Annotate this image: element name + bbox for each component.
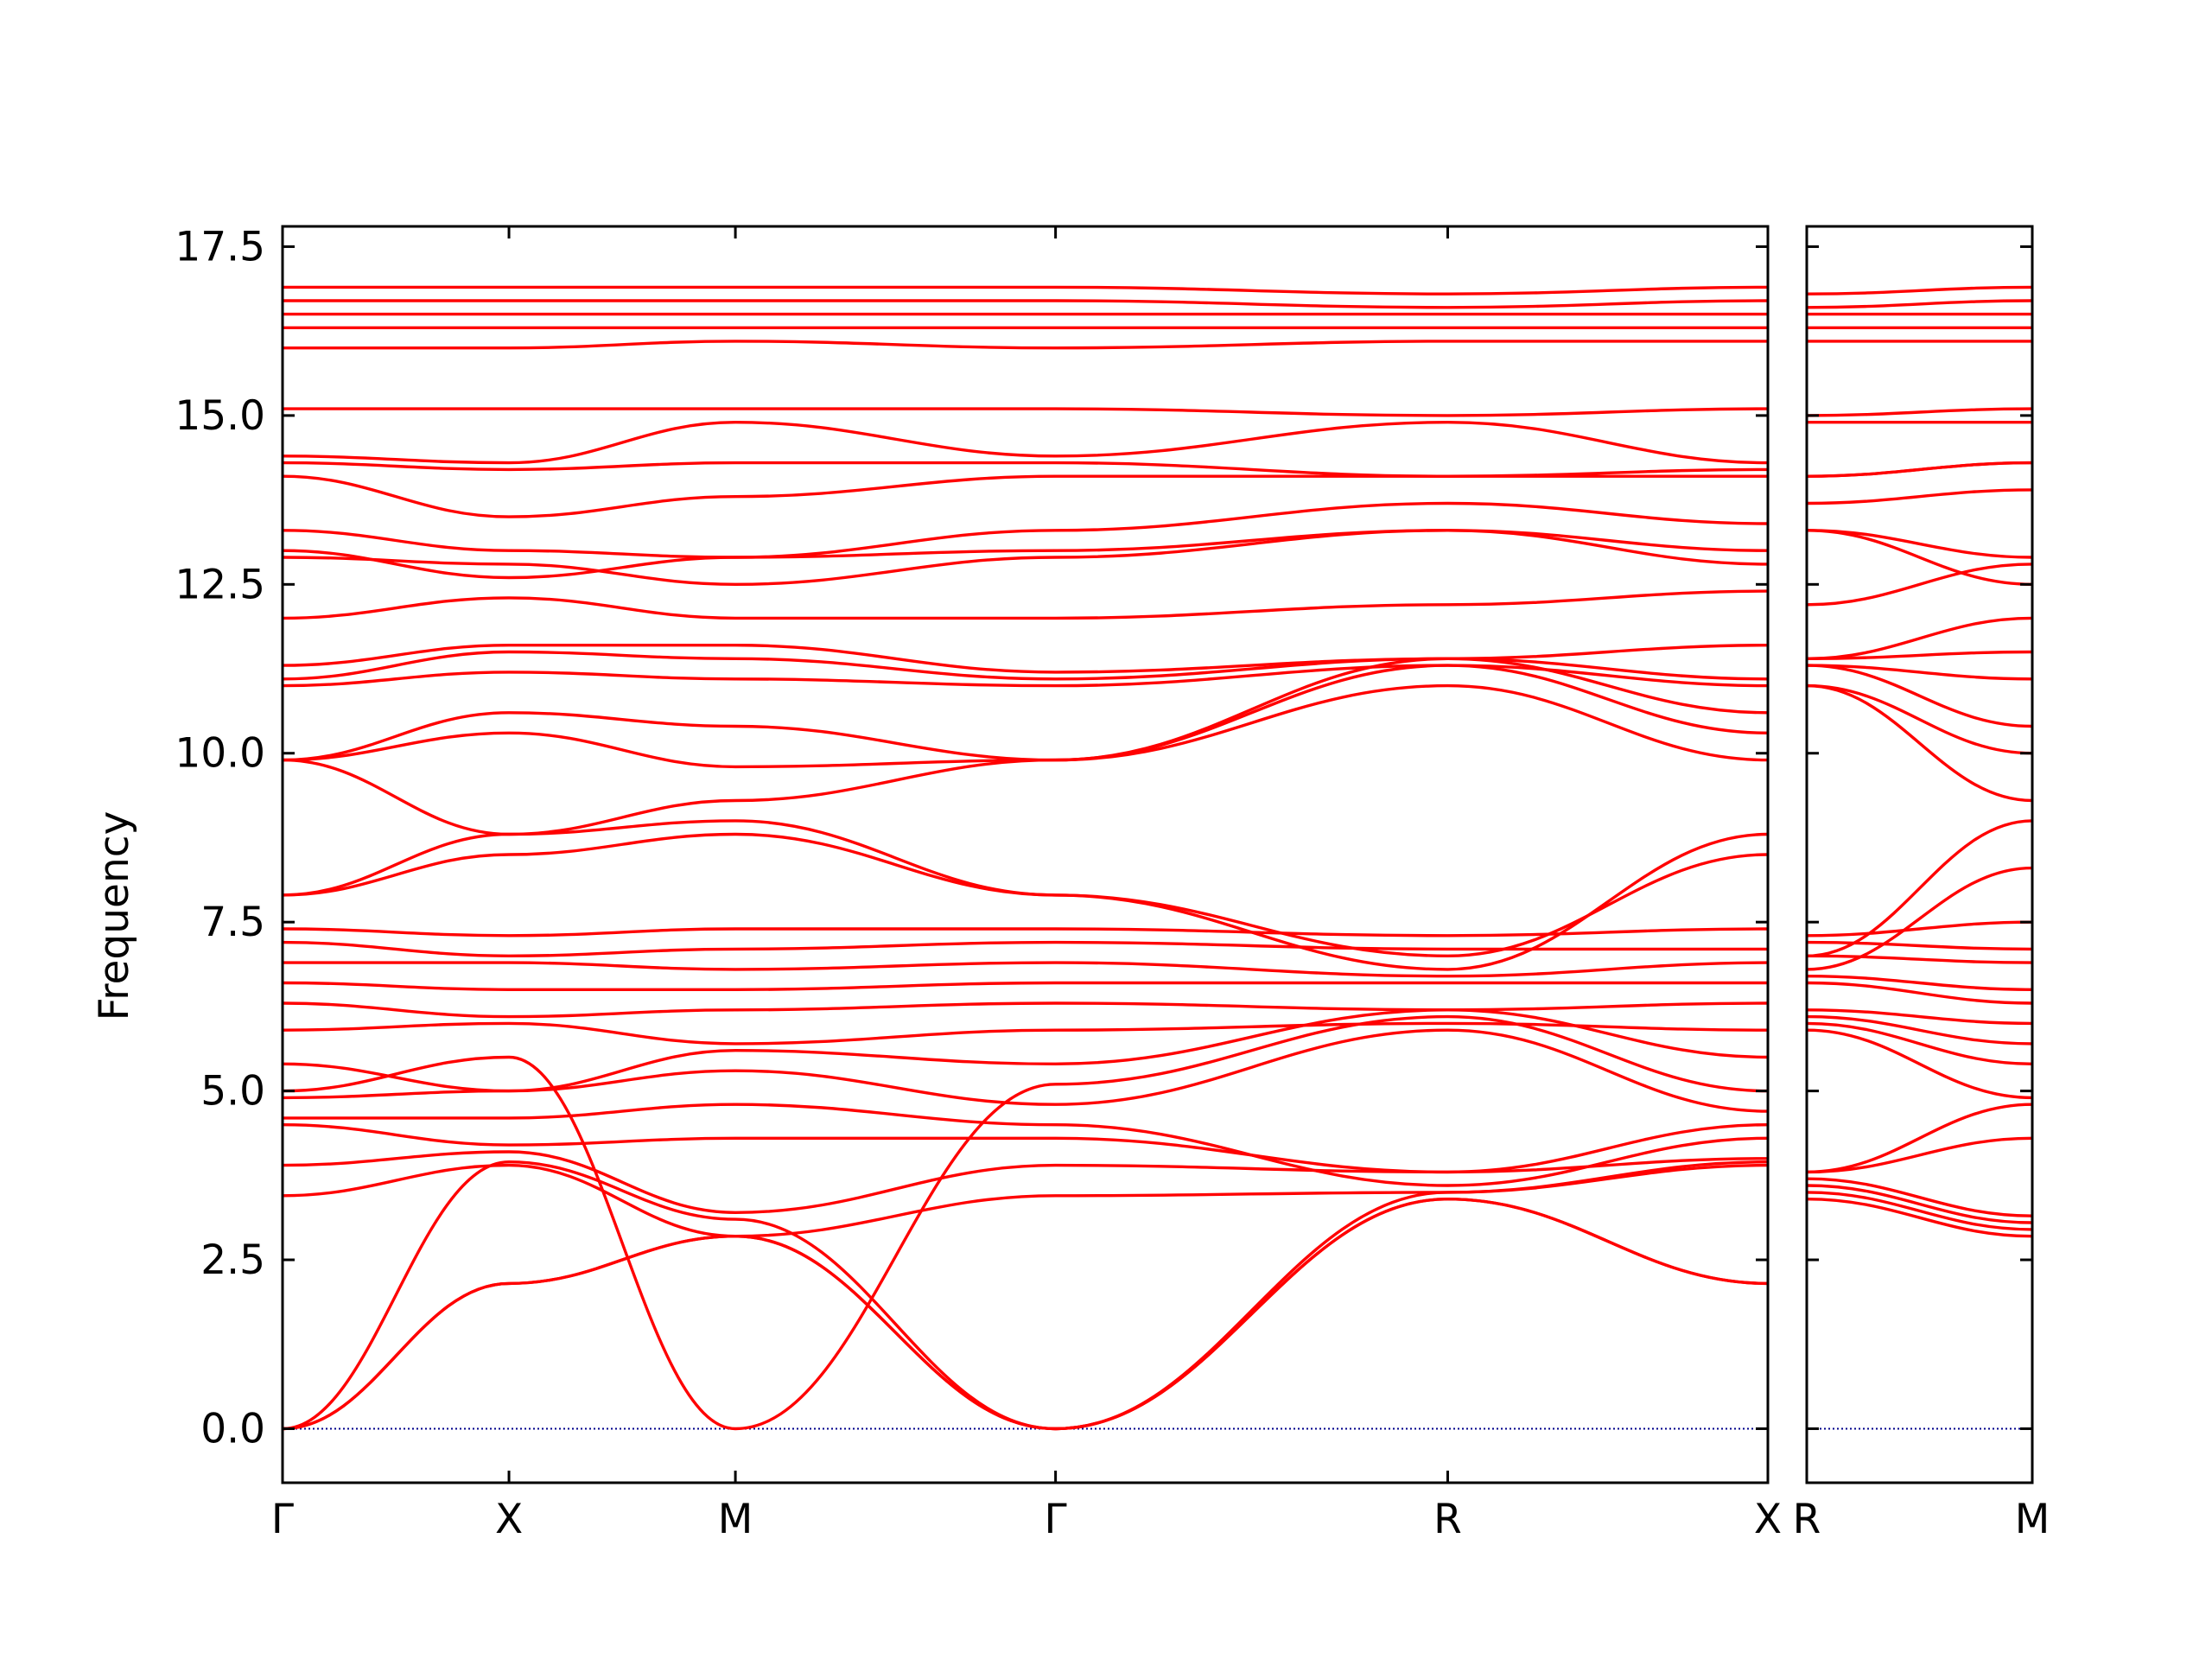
x-tick-label: Γ <box>1045 1496 1067 1543</box>
y-tick-label: 7.5 <box>200 899 265 946</box>
band-line-0-35 <box>283 299 1768 309</box>
x-tick-label: R <box>1433 1496 1462 1543</box>
x-tick-label: R <box>1793 1496 1821 1543</box>
x-tick-label: Γ <box>271 1496 294 1543</box>
band-line-1-6 <box>1807 1028 2032 1100</box>
band-line-1-4 <box>1807 1136 2032 1174</box>
y-tick-label: 15.0 <box>175 392 265 440</box>
y-tick-label: 12.5 <box>175 561 265 608</box>
band-line-1-25 <box>1807 529 2032 586</box>
band-line-0-17 <box>283 819 1768 971</box>
band-line-0-14 <box>283 940 1768 958</box>
band-line-1-2 <box>1807 1184 2032 1224</box>
main-panel-bands <box>283 285 1768 1431</box>
x-tick-label: M <box>2015 1496 2050 1543</box>
y-tick-label: 17.5 <box>175 223 265 270</box>
band-line-1-28 <box>1807 461 2032 478</box>
band-line-0-20 <box>283 657 1768 762</box>
band-line-1-1 <box>1807 1191 2032 1231</box>
band-line-0-24 <box>283 589 1768 620</box>
band-line-0-8 <box>283 1014 1768 1431</box>
band-line-1-34 <box>1807 299 2032 309</box>
band-line-0-5 <box>283 1123 1768 1174</box>
band-line-1-5 <box>1807 1103 2032 1174</box>
band-line-0-3 <box>283 1163 1768 1238</box>
band-line-0-29 <box>283 461 1768 478</box>
band-line-1-14 <box>1807 920 2032 938</box>
band-line-0-11 <box>283 1001 1768 1019</box>
band-line-0-19 <box>283 664 1768 769</box>
x-tick-label: M <box>718 1496 753 1543</box>
band-line-1-18 <box>1807 683 2032 755</box>
band-line-1-11 <box>1807 975 2032 991</box>
band-line-0-4 <box>283 1150 1768 1215</box>
band-line-0-12 <box>283 981 1768 992</box>
band-line-1-7 <box>1807 1021 2032 1065</box>
band-line-1-30 <box>1807 407 2032 417</box>
plot-frame-R-M <box>1805 225 2034 1484</box>
y-tick-label: 2.5 <box>200 1236 265 1284</box>
band-line-0-22 <box>283 650 1768 681</box>
band-line-1-15 <box>1807 866 2032 971</box>
band-line-1-16 <box>1807 819 2032 957</box>
band-line-0-30 <box>283 420 1768 465</box>
band-line-1-8 <box>1807 1014 2032 1046</box>
band-line-1-10 <box>1807 981 2032 1005</box>
band-line-0-9 <box>283 1008 1768 1093</box>
band-line-1-35 <box>1807 285 2032 296</box>
band-line-0-16 <box>283 832 1768 958</box>
y-axis-label: Frequency <box>91 811 138 1021</box>
band-line-0-2 <box>283 1197 1768 1431</box>
band-line-0-18 <box>283 683 1768 836</box>
band-line-0-26 <box>283 529 1768 580</box>
right-panel-bands <box>1807 285 2032 1430</box>
x-tick-label: X <box>1754 1496 1782 1543</box>
x-tick-label: X <box>495 1496 523 1543</box>
band-line-1-21 <box>1807 650 2032 660</box>
band-line-0-31 <box>283 407 1768 417</box>
band-line-0-28 <box>283 474 1768 518</box>
band-line-0-36 <box>283 285 1768 296</box>
band-line-1-17 <box>1807 683 2032 803</box>
band-line-1-20 <box>1807 664 2032 681</box>
band-line-0-10 <box>283 1021 1768 1046</box>
plot-frame-main <box>281 225 1770 1484</box>
band-line-0-27 <box>283 501 1768 559</box>
band-line-0-21 <box>283 664 1768 688</box>
band-line-0-32 <box>283 340 1768 350</box>
y-tick-label: 10.0 <box>175 730 265 778</box>
band-line-0-1 <box>283 1197 1768 1431</box>
axes: Γ X M Γ R X0.02.55.07.510.012.515.017.5R M <box>175 223 2050 1543</box>
band-line-1-26 <box>1807 488 2032 505</box>
band-line-1-12 <box>1807 954 2032 964</box>
band-line-1-3 <box>1807 1177 2032 1217</box>
band-line-1-19 <box>1807 664 2032 728</box>
band-line-0-15 <box>283 927 1768 938</box>
band-line-1-23 <box>1807 563 2032 607</box>
band-line-0-23 <box>283 643 1768 674</box>
band-line-1-13 <box>1807 940 2032 951</box>
band-line-0-6 <box>283 1103 1768 1187</box>
y-tick-label: 0.0 <box>200 1405 265 1452</box>
band-line-1-9 <box>1807 1008 2032 1026</box>
band-line-1-0 <box>1807 1198 2032 1238</box>
band-line-0-0 <box>283 1160 1768 1431</box>
band-line-0-7 <box>283 1028 1768 1113</box>
y-tick-label: 5.0 <box>200 1068 265 1116</box>
band-line-0-13 <box>283 961 1768 978</box>
band-line-1-22 <box>1807 616 2032 660</box>
